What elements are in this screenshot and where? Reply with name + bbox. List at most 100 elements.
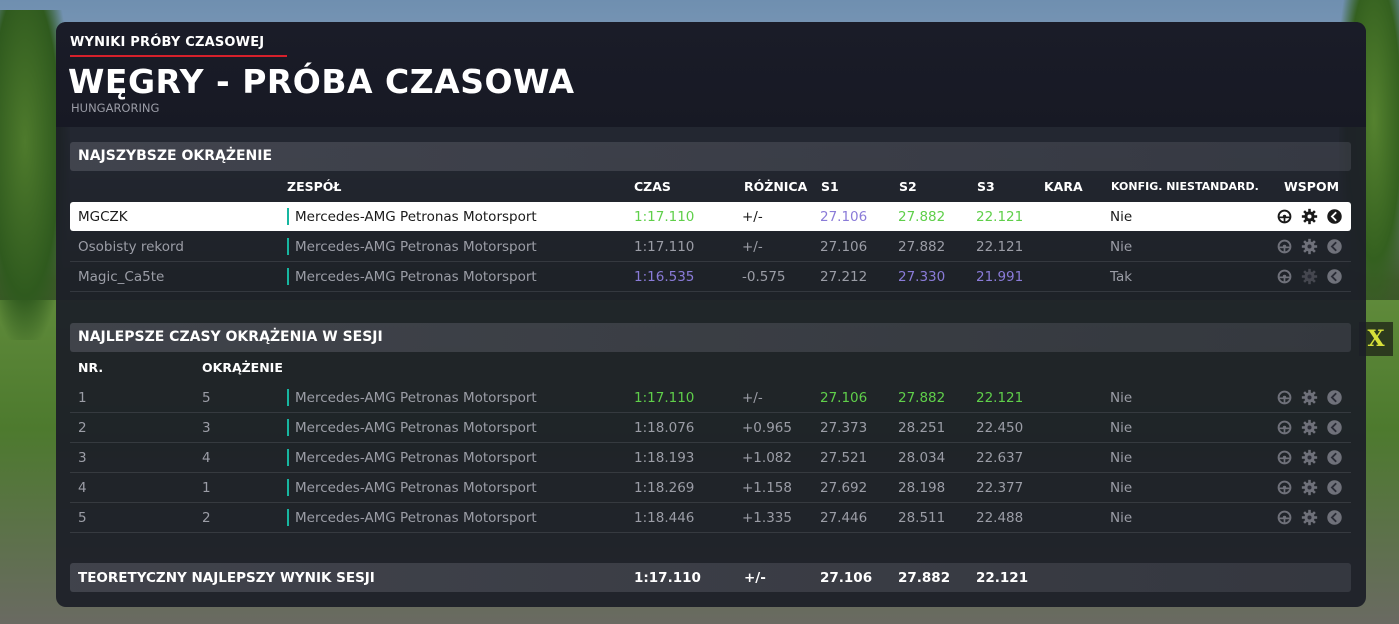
lap-time: 1:17.110 bbox=[634, 239, 695, 255]
gearbox-icon bbox=[1301, 389, 1318, 406]
steering-assist-icon bbox=[1276, 268, 1293, 285]
col-header-s2: S2 bbox=[899, 179, 917, 194]
gearbox-icon bbox=[1301, 419, 1318, 436]
custom-setup: Nie bbox=[1110, 420, 1133, 436]
row-number: 1 bbox=[78, 390, 87, 406]
team-color-bar bbox=[287, 389, 289, 406]
team-name: Mercedes-AMG Petronas Motorsport bbox=[295, 239, 537, 255]
gearbox-icon bbox=[1301, 268, 1318, 285]
sector-3: 21.991 bbox=[976, 269, 1024, 285]
assists-icons bbox=[1276, 389, 1346, 407]
sector-3: 22.121 bbox=[976, 209, 1024, 225]
custom-setup: Nie bbox=[1110, 209, 1133, 225]
lap-time: 1:18.446 bbox=[634, 510, 695, 526]
sector-3: 22.488 bbox=[976, 510, 1024, 526]
lap-number: 1 bbox=[202, 480, 211, 496]
col-header-team: ZESPÓŁ bbox=[287, 179, 342, 194]
sector-1: 27.521 bbox=[820, 450, 868, 466]
sector-1: 27.212 bbox=[820, 269, 868, 285]
sector-3: 22.377 bbox=[976, 480, 1024, 496]
braking-assist-icon bbox=[1326, 449, 1343, 466]
custom-setup: Tak bbox=[1110, 269, 1133, 285]
time-diff: +1.158 bbox=[742, 480, 792, 496]
braking-assist-icon bbox=[1326, 509, 1343, 526]
sector-3: 22.450 bbox=[976, 420, 1024, 436]
col-header-assists: WSPOM bbox=[1284, 179, 1340, 194]
row-number: 3 bbox=[78, 450, 87, 466]
braking-assist-icon bbox=[1326, 268, 1343, 285]
session-lap-row[interactable]: 3 4 Mercedes-AMG Petronas Motorsport 1:18.1… bbox=[70, 443, 1351, 473]
team-name: Mercedes-AMG Petronas Motorsport bbox=[295, 450, 537, 466]
lap-time: 1:16.535 bbox=[634, 269, 695, 285]
driver-name: MGCZK bbox=[78, 209, 128, 225]
time-diff: +/- bbox=[742, 209, 763, 225]
driver-name: Magic_Ca5te bbox=[78, 269, 165, 285]
page-kicker: WYNIKI PRÓBY CZASOWEJ bbox=[70, 35, 265, 50]
col-header-nr: NR. bbox=[78, 360, 104, 375]
session-lap-row[interactable]: 4 1 Mercedes-AMG Petronas Motorsport 1:18.2… bbox=[70, 473, 1351, 503]
time-diff: -0.575 bbox=[742, 269, 786, 285]
sector-2: 28.251 bbox=[898, 420, 946, 436]
team-name: Mercedes-AMG Petronas Motorsport bbox=[295, 269, 537, 285]
braking-assist-icon bbox=[1326, 389, 1343, 406]
kicker-underline bbox=[70, 55, 287, 57]
col-header-s3: S3 bbox=[977, 179, 995, 194]
sector-2: 28.511 bbox=[898, 510, 946, 526]
lap-number: 3 bbox=[202, 420, 211, 436]
col-header-s1: S1 bbox=[821, 179, 839, 194]
sector-2: 27.330 bbox=[898, 269, 946, 285]
row-number: 4 bbox=[78, 480, 87, 496]
session-lap-row[interactable]: 2 3 Mercedes-AMG Petronas Motorsport 1:18.0… bbox=[70, 413, 1351, 443]
sector-1: 27.106 bbox=[820, 390, 868, 406]
steering-assist-icon bbox=[1276, 509, 1293, 526]
sector-3: 22.121 bbox=[976, 390, 1024, 406]
sector-1: 27.446 bbox=[820, 510, 868, 526]
sector-1: 27.106 bbox=[820, 209, 868, 225]
sector-3: 22.637 bbox=[976, 450, 1024, 466]
sector-2: 27.882 bbox=[898, 390, 946, 406]
lap-time: 1:17.110 bbox=[634, 209, 695, 225]
row-number: 2 bbox=[78, 420, 87, 436]
sector-1: 27.106 bbox=[820, 239, 868, 255]
fastest-lap-row-personal-best[interactable]: Osobisty rekord Mercedes-AMG Petronas Mo… bbox=[70, 232, 1351, 262]
assists-icons bbox=[1276, 419, 1346, 437]
theoretical-best-label: TEORETYCZNY NAJLEPSZY WYNIK SESJI bbox=[78, 570, 375, 586]
team-color-bar bbox=[287, 238, 289, 255]
col-header-diff: RÓŻNICA bbox=[744, 179, 808, 194]
assists-icons bbox=[1276, 208, 1346, 226]
session-lap-row[interactable]: 5 2 Mercedes-AMG Petronas Motorsport 1:18.4… bbox=[70, 503, 1351, 533]
team-name: Mercedes-AMG Petronas Motorsport bbox=[295, 480, 537, 496]
theoretical-time: 1:17.110 bbox=[634, 570, 701, 586]
col-header-lap: OKRĄŻENIE bbox=[202, 360, 283, 375]
session-best-section-title: NAJLEPSZE CZASY OKRĄŻENIA W SESJI bbox=[78, 329, 383, 345]
track-name: HUNGARORING bbox=[71, 101, 160, 115]
steering-assist-icon bbox=[1276, 419, 1293, 436]
assists-icons bbox=[1276, 268, 1346, 286]
fastest-lap-row-player[interactable]: MGCZK Mercedes-AMG Petronas Motorsport 1… bbox=[70, 202, 1351, 231]
time-diff: +0.965 bbox=[742, 420, 792, 436]
theoretical-s1: 27.106 bbox=[820, 570, 873, 586]
assists-icons bbox=[1276, 509, 1346, 527]
assists-icons bbox=[1276, 479, 1346, 497]
theoretical-diff: +/- bbox=[744, 570, 766, 586]
lap-time: 1:18.076 bbox=[634, 420, 695, 436]
team-color-bar bbox=[287, 208, 289, 225]
assists-icons bbox=[1276, 449, 1346, 467]
time-diff: +1.082 bbox=[742, 450, 792, 466]
custom-setup: Nie bbox=[1110, 239, 1133, 255]
lap-number: 2 bbox=[202, 510, 211, 526]
steering-assist-icon bbox=[1276, 389, 1293, 406]
sector-1: 27.373 bbox=[820, 420, 868, 436]
braking-assist-icon bbox=[1326, 419, 1343, 436]
team-name: Mercedes-AMG Petronas Motorsport bbox=[295, 209, 537, 225]
fastest-lap-row-rival[interactable]: Magic_Ca5te Mercedes-AMG Petronas Motors… bbox=[70, 262, 1351, 292]
sector-3: 22.121 bbox=[976, 239, 1024, 255]
time-diff: +/- bbox=[742, 239, 763, 255]
theoretical-best-bar: TEORETYCZNY NAJLEPSZY WYNIK SESJI 1:17.1… bbox=[70, 563, 1351, 592]
time-diff: +/- bbox=[742, 390, 763, 406]
session-lap-row[interactable]: 1 5 Mercedes-AMG Petronas Motorsport 1:17.1… bbox=[70, 383, 1351, 413]
team-name: Mercedes-AMG Petronas Motorsport bbox=[295, 510, 537, 526]
gearbox-icon bbox=[1301, 449, 1318, 466]
team-color-bar bbox=[287, 479, 289, 496]
lap-time: 1:18.269 bbox=[634, 480, 695, 496]
